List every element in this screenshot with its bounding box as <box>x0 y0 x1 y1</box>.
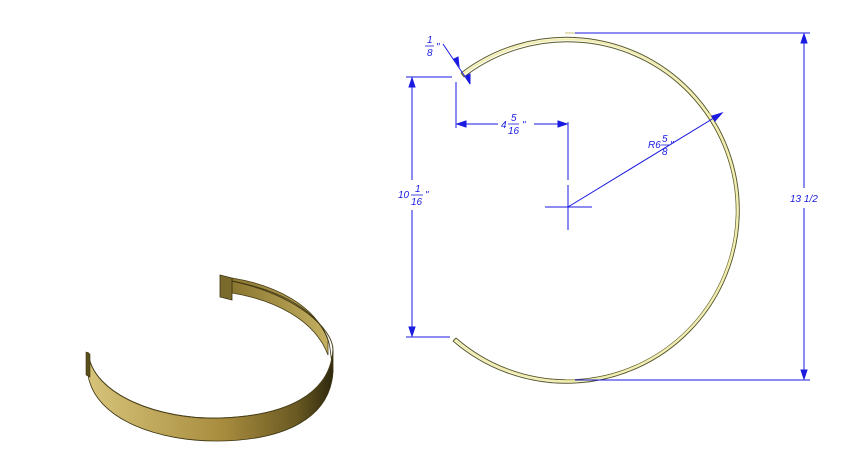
ring-outer-arc <box>452 36 740 384</box>
thickness-unit: " <box>436 42 440 53</box>
height-label: 10 1 16 " <box>398 184 429 208</box>
isometric-ring-view <box>85 274 334 442</box>
ring-end-cap-back <box>219 274 233 301</box>
radius-num: 5 <box>662 134 668 145</box>
height-unit: " <box>425 190 429 201</box>
overall-arrow-bottom <box>800 369 808 381</box>
ring-inner-side <box>231 280 334 373</box>
offset-arrow-left <box>455 120 467 128</box>
radius-leader <box>567 112 723 208</box>
dimensions <box>406 32 810 381</box>
offset-den: 16 <box>508 126 520 137</box>
height-arrow-top <box>408 76 416 88</box>
height-num: 1 <box>415 184 421 195</box>
radius-prefix: R6 <box>648 140 661 151</box>
thickness-label: 1 8 " <box>425 35 440 59</box>
ring-outer-face <box>87 349 334 442</box>
height-arrow-bottom <box>408 326 416 338</box>
offset-unit: " <box>522 120 526 131</box>
offset-arrow-right <box>557 120 569 128</box>
height-whole: 10 <box>398 190 410 201</box>
overall-label: 13 1/2 <box>790 194 818 205</box>
radius-label: R6 5 8 " <box>648 134 674 158</box>
radius-arrowhead <box>711 112 724 122</box>
offset-num: 5 <box>511 113 517 124</box>
ring-inner-face <box>231 277 329 356</box>
top-view-ring <box>452 32 740 384</box>
overall-arrow-top <box>800 32 808 44</box>
radius-den: 8 <box>662 147 668 158</box>
ring-end-bottom <box>452 337 457 342</box>
thickness-den: 8 <box>427 48 433 59</box>
ring-top-rim <box>87 280 334 419</box>
dimension-labels: 1 8 " 4 5 16 " R6 5 8 " 10 1 16 " <box>398 35 818 208</box>
ring-end-cap-front <box>85 351 91 378</box>
thickness-arrow-a <box>453 56 460 68</box>
ring-inner-arc <box>455 41 737 381</box>
offset-whole: 4 <box>501 120 507 131</box>
ring-end-top <box>460 72 465 78</box>
height-den: 16 <box>411 197 423 208</box>
thickness-arrow-b <box>465 73 471 85</box>
offset-label: 4 5 16 " <box>501 113 526 137</box>
ring-band-fill <box>453 38 739 383</box>
radius-unit: " <box>670 140 674 151</box>
thickness-num: 1 <box>427 35 433 46</box>
thickness-leader <box>442 43 471 85</box>
